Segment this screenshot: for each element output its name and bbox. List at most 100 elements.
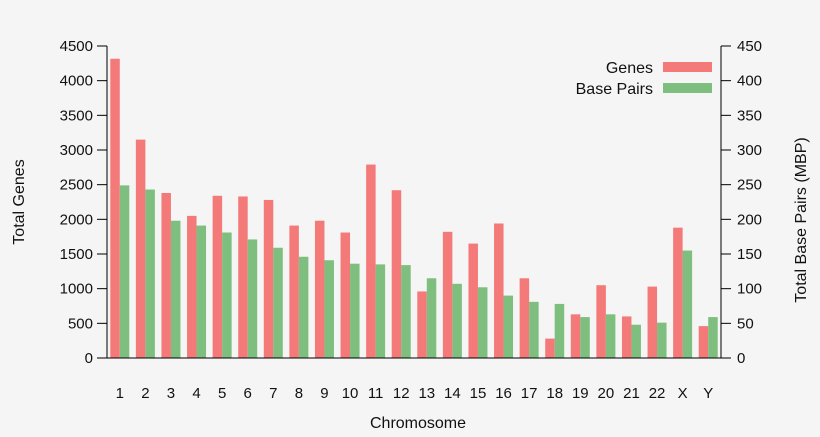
y-tick-label: 4500 <box>60 38 93 55</box>
bar-basepairs-13 <box>426 278 437 358</box>
y-tick-label: 3000 <box>60 142 93 159</box>
bar-genes-20 <box>596 285 606 358</box>
x-tick-label: 18 <box>546 385 563 402</box>
bar-genes-X <box>673 227 683 358</box>
y-tick-label: 3500 <box>60 107 93 124</box>
y-tick-label: 4000 <box>60 73 93 90</box>
bar-basepairs-10 <box>350 263 360 358</box>
axes-layer <box>106 46 722 359</box>
bar-basepairs-Y <box>708 317 718 358</box>
y2-tick-label: 450 <box>737 38 762 55</box>
y-tick-label: 2000 <box>60 211 93 228</box>
bar-basepairs-20 <box>605 314 616 358</box>
bar-genes-4 <box>187 215 197 358</box>
x-tick-label: 21 <box>623 385 640 402</box>
x-tick-label: 1 <box>116 385 124 402</box>
legend-swatch <box>663 83 712 93</box>
x-tick-label: 22 <box>649 385 666 402</box>
bar-basepairs-14 <box>452 283 462 358</box>
x-tick-label: X <box>678 385 688 402</box>
x-tick-label: 10 <box>342 385 359 402</box>
x-axis-title: Chromosome <box>370 415 466 432</box>
y-tick-label: 1000 <box>60 281 93 298</box>
x-tick-label: 15 <box>470 385 487 402</box>
bar-basepairs-X <box>682 250 693 358</box>
bar-genes-12 <box>391 190 402 358</box>
y2-tick-label: 50 <box>737 315 754 332</box>
bar-genes-1 <box>110 58 120 359</box>
legend-label: Genes <box>606 60 653 77</box>
y2-axis-title: Total Base Pairs (MBP) <box>793 137 810 302</box>
bar-basepairs-18 <box>554 303 565 358</box>
bar-genes-5 <box>212 195 223 358</box>
x-tick-label: 19 <box>572 385 589 402</box>
x-tick-label: 4 <box>192 385 200 402</box>
bar-basepairs-8 <box>298 256 309 358</box>
y2-tick-label: 150 <box>737 246 762 263</box>
x-tick-label: Y <box>703 385 713 402</box>
y2-tick-label: 0 <box>737 350 745 367</box>
bar-genes-22 <box>647 286 658 358</box>
bar-basepairs-19 <box>580 317 590 358</box>
x-tick-label: 6 <box>244 385 252 402</box>
bar-basepairs-1 <box>119 185 130 358</box>
bars-layer <box>110 58 718 359</box>
x-tick-label: 9 <box>320 385 328 402</box>
bar-basepairs-7 <box>273 247 283 358</box>
x-tick-label: 20 <box>598 385 615 402</box>
y2-tick-label: 400 <box>737 73 762 90</box>
bar-genes-21 <box>621 316 632 358</box>
x-tick-label: 3 <box>167 385 175 402</box>
bar-genes-6 <box>238 196 248 358</box>
bar-genes-15 <box>468 243 478 358</box>
bar-basepairs-17 <box>529 301 539 358</box>
x-tick-label: 12 <box>393 385 410 402</box>
legend: Genes Base Pairs <box>576 60 712 98</box>
bar-genes-9 <box>314 220 325 358</box>
y-axis-title: Total Genes <box>11 159 28 244</box>
bar-genes-Y <box>698 326 709 358</box>
bar-genes-3 <box>161 192 171 358</box>
x-tick-label: 13 <box>418 385 435 402</box>
bar-genes-19 <box>570 314 581 358</box>
x-tick-label: 2 <box>141 385 149 402</box>
y-tick-label: 1500 <box>60 246 93 263</box>
y2-tick-label: 250 <box>737 177 762 194</box>
bar-genes-13 <box>417 291 427 358</box>
y2-tick-label: 100 <box>737 281 762 298</box>
y2-tick-label: 200 <box>737 211 762 228</box>
plot-area: 1 2 3 4 5 6 7 8 9 10 11 12 13 14 15 16 17 18 19 20 21 22 X Y050… <box>60 38 762 402</box>
legend-label: Base Pairs <box>576 81 653 98</box>
y-tick-label: 0 <box>85 350 93 367</box>
x-tick-label: 7 <box>269 385 277 402</box>
bar-genes-14 <box>442 231 453 358</box>
y2-tick-label: 350 <box>737 107 762 124</box>
y2-tick-label: 300 <box>737 142 762 159</box>
bar-genes-16 <box>494 223 504 358</box>
bar-genes-18 <box>545 338 555 358</box>
bar-genes-8 <box>289 225 299 358</box>
x-tick-label: 8 <box>295 385 303 402</box>
x-tick-label: 11 <box>368 385 384 402</box>
bar-basepairs-11 <box>375 264 386 358</box>
x-tick-label: 17 <box>521 385 538 402</box>
bar-basepairs-3 <box>170 220 181 358</box>
y-tick-label: 500 <box>68 315 93 332</box>
y-tick-label: 2500 <box>60 177 93 194</box>
bar-basepairs-21 <box>631 324 641 358</box>
bar-basepairs-16 <box>503 295 514 358</box>
x-tick-label: 16 <box>495 385 512 402</box>
bar-basepairs-5 <box>222 232 232 358</box>
bar-basepairs-2 <box>145 189 155 358</box>
bar-basepairs-9 <box>324 260 334 358</box>
bar-genes-10 <box>340 232 351 358</box>
bar-genes-2 <box>135 139 146 358</box>
legend-swatch <box>663 62 712 72</box>
x-tick-label: 14 <box>444 385 461 402</box>
bar-genes-17 <box>519 278 530 358</box>
x-tick-label: 5 <box>218 385 226 402</box>
bar-basepairs-4 <box>196 225 207 358</box>
bar-genes-11 <box>366 164 376 358</box>
bar-genes-7 <box>263 199 274 358</box>
